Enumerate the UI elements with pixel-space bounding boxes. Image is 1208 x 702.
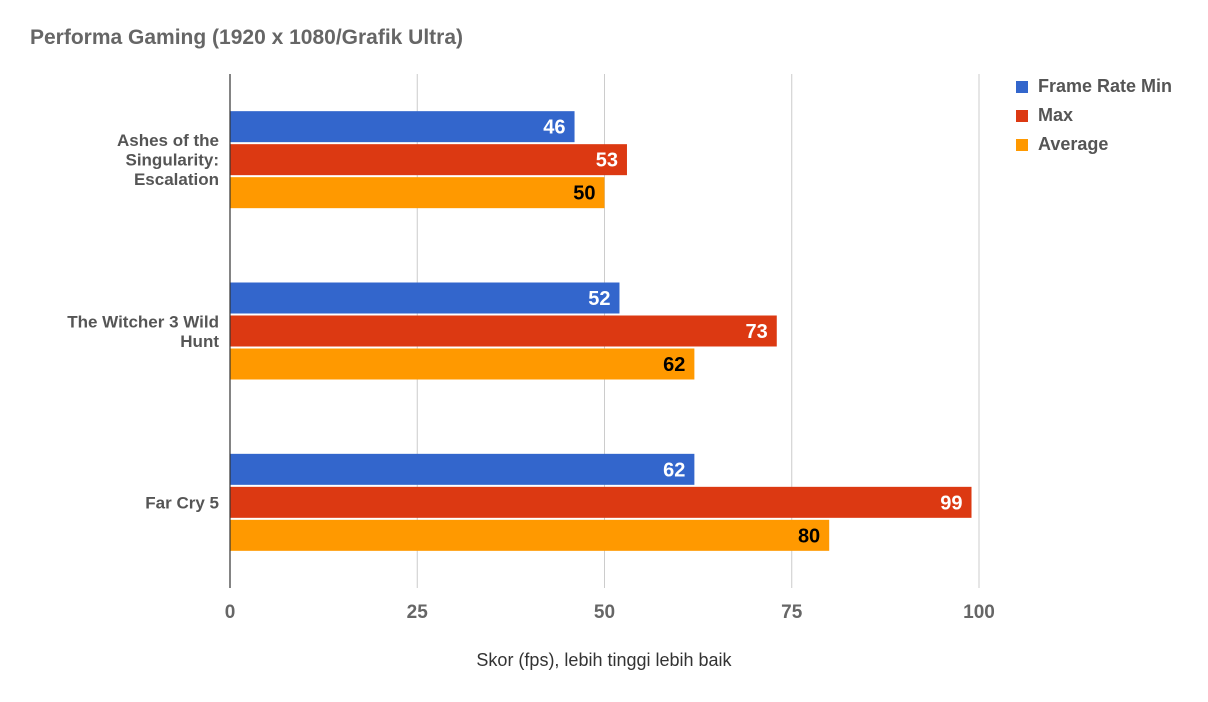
bar bbox=[230, 144, 627, 176]
category-label: Escalation bbox=[134, 170, 219, 189]
bar bbox=[230, 348, 695, 380]
category-label: Far Cry 5 bbox=[145, 493, 219, 512]
bar bbox=[230, 453, 695, 485]
data-label: 80 bbox=[798, 525, 820, 547]
legend-swatch bbox=[1016, 138, 1028, 151]
category-label: Singularity: bbox=[125, 151, 219, 170]
data-label: 99 bbox=[940, 492, 962, 514]
bar bbox=[230, 519, 830, 551]
bar bbox=[230, 486, 972, 518]
x-tick-label: 100 bbox=[963, 602, 995, 623]
category-label: Hunt bbox=[180, 332, 219, 351]
x-tick-label: 50 bbox=[594, 602, 615, 623]
category-label: Ashes of the bbox=[117, 131, 219, 150]
legend-item: Average bbox=[1016, 130, 1172, 159]
bars bbox=[230, 111, 972, 551]
legend-label: Max bbox=[1038, 105, 1074, 125]
x-tick-label: 0 bbox=[225, 602, 236, 623]
data-label: 73 bbox=[746, 321, 768, 343]
legend-label: Frame Rate Min bbox=[1038, 76, 1173, 96]
bar bbox=[230, 177, 605, 209]
data-label: 62 bbox=[663, 354, 685, 376]
x-tick-label: 25 bbox=[407, 602, 429, 623]
legend-item: Max bbox=[1016, 101, 1172, 130]
legend-label: Average bbox=[1038, 134, 1109, 154]
legend: Frame Rate Min Max Average bbox=[1016, 72, 1172, 159]
bar bbox=[230, 282, 620, 314]
x-tick-label: 75 bbox=[781, 602, 803, 623]
legend-item: Frame Rate Min bbox=[1016, 72, 1172, 101]
category-label: The Witcher 3 Wild bbox=[67, 312, 219, 331]
data-label: 50 bbox=[573, 183, 595, 205]
chart-title: Performa Gaming (1920 x 1080/Grafik Ultr… bbox=[30, 26, 464, 49]
data-label: 53 bbox=[596, 150, 618, 172]
bar bbox=[230, 111, 575, 143]
bar bbox=[230, 315, 777, 347]
data-label: 52 bbox=[588, 288, 610, 310]
legend-swatch bbox=[1016, 80, 1028, 93]
axes: 0 25 50 75 100 Ashes of theSingularity:Escala… bbox=[67, 74, 995, 623]
legend-swatch bbox=[1016, 109, 1028, 122]
x-axis-title: Skor (fps), lebih tinggi lebih baik bbox=[476, 650, 732, 670]
data-label: 62 bbox=[663, 459, 685, 481]
data-label: 46 bbox=[543, 117, 565, 139]
